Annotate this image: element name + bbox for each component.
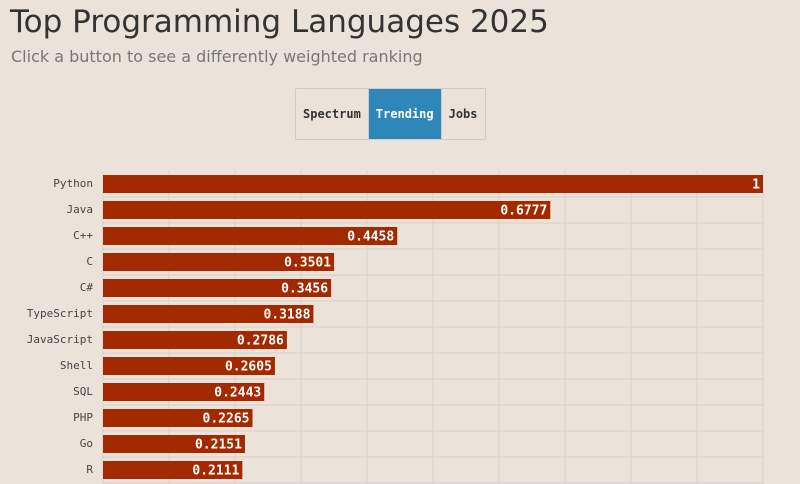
y-tick-label: C++ <box>73 229 93 242</box>
y-tick-label: JavaScript <box>27 333 93 346</box>
ranking-button[interactable]: Jobs <box>441 89 485 139</box>
y-tick-label: Java <box>67 203 94 216</box>
button-group: Spectrum Trending Jobs <box>295 88 486 140</box>
y-tick-label: SQL <box>73 385 93 398</box>
value-label: 0.3501 <box>284 256 331 271</box>
y-tick-label: Go <box>80 437 93 450</box>
value-label: 0.2151 <box>195 438 242 453</box>
page-subtitle: Click a button to see a differently weig… <box>11 47 423 66</box>
value-label: 0.2111 <box>192 464 239 479</box>
value-label: 0.6777 <box>500 204 547 219</box>
y-tick-label: R <box>86 463 93 476</box>
value-label: 0.2786 <box>237 334 284 349</box>
y-tick-label: Python <box>53 177 93 190</box>
bar <box>103 357 275 375</box>
bar <box>103 331 287 349</box>
value-label: 0.4458 <box>347 230 394 245</box>
bar <box>103 279 332 297</box>
value-label: 0.3188 <box>263 308 310 323</box>
bar <box>103 435 245 453</box>
bar <box>103 253 335 271</box>
bar <box>103 227 398 245</box>
bar <box>103 461 243 479</box>
bar <box>103 305 314 323</box>
y-tick-label: TypeScript <box>27 307 93 320</box>
bar <box>103 175 763 193</box>
y-tick-label: PHP <box>73 411 93 424</box>
ranking-button[interactable]: Spectrum <box>296 89 369 139</box>
bar <box>103 201 551 219</box>
value-label: 0.2605 <box>225 360 272 375</box>
y-tick-label: Shell <box>60 359 93 372</box>
value-label: 0.2443 <box>214 386 261 401</box>
value-label: 0.3456 <box>281 282 328 297</box>
y-tick-label: C <box>86 255 93 268</box>
y-tick-label: C# <box>80 281 94 294</box>
bar <box>103 383 265 401</box>
value-label: 0.2265 <box>203 412 250 427</box>
bar <box>103 409 253 427</box>
page-title: Top Programming Languages 2025 <box>10 4 549 40</box>
ranking-button[interactable]: Trending <box>368 89 442 139</box>
value-label: 1 <box>752 178 760 193</box>
